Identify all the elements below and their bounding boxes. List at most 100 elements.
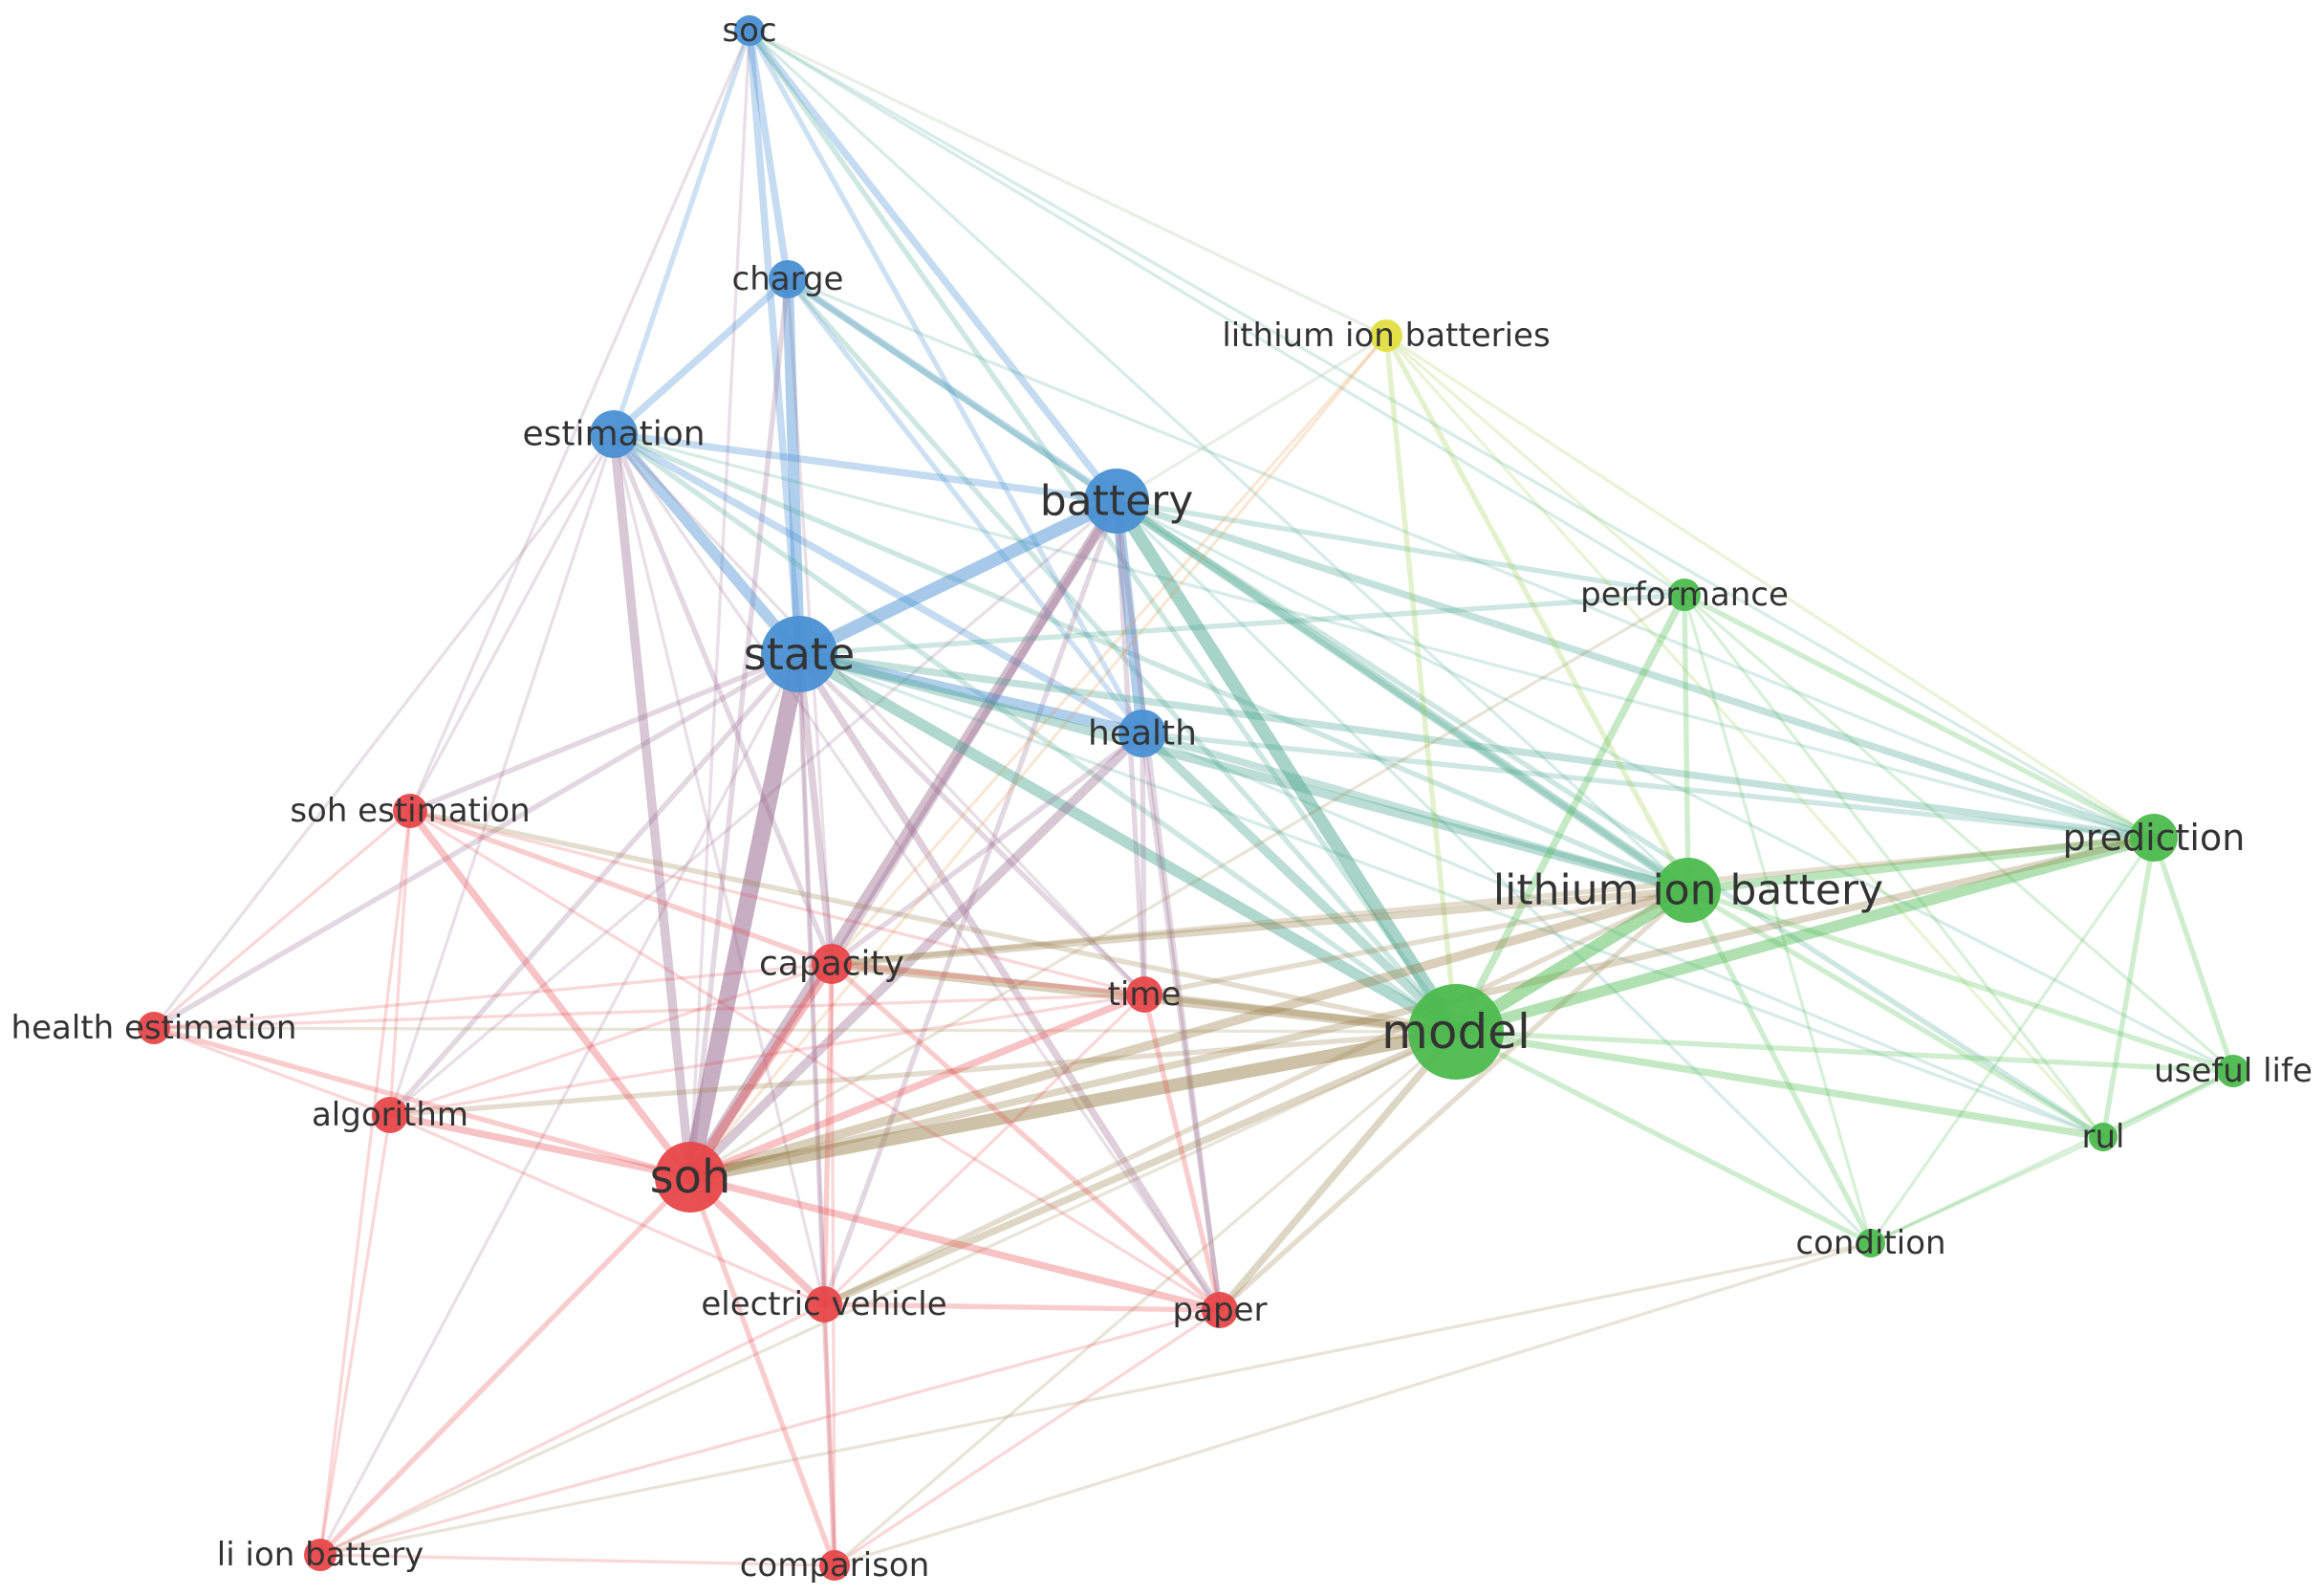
edge-comparison-condition <box>833 1241 1873 1567</box>
edge-battery-lithium-ion-batteries <box>1115 334 1388 503</box>
node-lithium-ion-battery[interactable] <box>1656 858 1721 923</box>
edge-soc-performance <box>748 29 1686 597</box>
edge-soc-state <box>746 27 803 658</box>
edge-lithium-ion-battery-electric-vehicle <box>821 887 1691 1307</box>
node-condition[interactable] <box>1857 1229 1885 1257</box>
edge-performance-prediction <box>1682 592 2157 841</box>
edge-layer <box>151 27 2236 1568</box>
node-electric-vehicle[interactable] <box>806 1286 842 1323</box>
edge-algorithm-li-ion-battery <box>318 1113 392 1557</box>
edge-soh-comparison <box>687 1174 837 1568</box>
edge-charge-estimation <box>610 275 792 438</box>
label-useful-life: useful life <box>2154 1052 2313 1090</box>
node-comparison[interactable] <box>819 1550 850 1581</box>
edge-lithium-ion-battery-time <box>1141 887 1691 997</box>
label-condition: condition <box>1795 1224 1945 1262</box>
edge-charge-soh <box>687 276 791 1180</box>
label-lithium-ion-battery: lithium ion battery <box>1493 866 1883 915</box>
label-charge: charge <box>732 260 844 298</box>
edge-model-condition <box>1453 1029 1874 1246</box>
edge-soh-estimation-health-estimation <box>152 809 412 1030</box>
edge-soh-paper <box>686 1173 1224 1314</box>
edge-capacity-comparison <box>830 962 836 1567</box>
label-lithium-ion-batteries: lithium ion batteries <box>1222 317 1550 355</box>
edge-battery-health <box>1111 495 1148 739</box>
edge-time-algorithm <box>388 993 1146 1117</box>
node-performance[interactable] <box>1668 579 1701 611</box>
node-lithium-ion-batteries[interactable] <box>1370 319 1402 352</box>
edge-lithium-ion-batteries-performance <box>1384 334 1686 597</box>
edge-battery-condition <box>1115 499 1873 1245</box>
node-useful-life[interactable] <box>2217 1055 2249 1087</box>
edge-electric-vehicle-comparison <box>821 1301 837 1568</box>
label-capacity: capacity <box>759 945 904 984</box>
edge-model-useful-life <box>1453 1029 2236 1074</box>
edge-capacity-paper <box>829 961 1223 1313</box>
edge-charge-health <box>785 276 1145 736</box>
edge-paper-comparison <box>833 1308 1222 1567</box>
edge-soc-prediction <box>748 29 2156 840</box>
node-charge[interactable] <box>769 260 807 298</box>
node-health-estimation[interactable] <box>138 1012 170 1044</box>
node-soh-estimation[interactable] <box>393 794 427 828</box>
label-paper: paper <box>1173 1291 1268 1329</box>
edge-lithium-ion-batteries-soh <box>688 334 1388 1179</box>
node-battery[interactable] <box>1084 469 1149 534</box>
edge-prediction-rul <box>2100 835 2157 1140</box>
edge-lithium-ion-batteries-prediction <box>1384 334 2156 840</box>
edge-capacity-electric-vehicle <box>821 961 835 1307</box>
edge-estimation-algorithm <box>388 432 616 1117</box>
edge-state-health-estimation <box>151 651 802 1031</box>
edge-capacity-time <box>829 961 1147 997</box>
edge-electric-vehicle-paper <box>821 1301 1223 1313</box>
label-model: model <box>1381 1004 1531 1060</box>
edge-state-performance <box>796 592 1687 657</box>
node-paper[interactable] <box>1202 1292 1238 1328</box>
node-soh[interactable] <box>655 1142 726 1213</box>
edge-health-paper <box>1140 731 1223 1313</box>
node-model[interactable] <box>1408 984 1504 1080</box>
edge-soh-time <box>686 991 1148 1181</box>
edge-estimation-battery <box>610 430 1120 505</box>
edge-battery-paper <box>1114 498 1223 1313</box>
node-rul[interactable] <box>2089 1123 2118 1151</box>
edge-soc-soh-estimation <box>408 29 751 813</box>
node-capacity[interactable] <box>812 944 852 984</box>
edge-performance-condition <box>1683 593 1873 1245</box>
edge-lithium-ion-batteries-lithium-ion-battery <box>1383 333 1691 893</box>
label-li-ion-battery: li ion battery <box>217 1536 424 1574</box>
edge-lithium-ion-battery-rul <box>1685 887 2106 1140</box>
label-soh-estimation: soh estimation <box>290 792 530 830</box>
edge-estimation-time <box>612 432 1146 996</box>
edge-prediction-capacity <box>829 835 2157 967</box>
edge-model-algorithm <box>387 1029 1459 1118</box>
edge-soc-estimation <box>611 28 752 437</box>
edge-state-comparison <box>797 652 836 1567</box>
edge-charge-model <box>785 276 1459 1035</box>
edge-state-capacity <box>795 650 836 968</box>
label-prediction: prediction <box>2063 817 2246 859</box>
edge-charge-state <box>782 273 805 660</box>
node-time[interactable] <box>1126 976 1162 1013</box>
edge-lithium-ion-batteries-capacity <box>830 334 1388 966</box>
label-electric-vehicle: electric vehicle <box>701 1285 946 1323</box>
node-estimation[interactable] <box>590 410 638 458</box>
node-algorithm[interactable] <box>372 1097 408 1133</box>
edge-soc-battery <box>746 27 1120 505</box>
label-performance: performance <box>1580 576 1789 614</box>
node-health[interactable] <box>1119 710 1166 757</box>
node-state[interactable] <box>761 616 837 692</box>
node-prediction[interactable] <box>2130 814 2178 862</box>
edge-lithium-ion-battery-condition <box>1685 887 1874 1246</box>
edge-lithium-ion-batteries-model <box>1383 333 1459 1035</box>
edge-time-paper <box>1141 992 1223 1313</box>
edge-performance-lithium-ion-battery <box>1682 592 1691 893</box>
label-time: time <box>1108 975 1182 1014</box>
edge-health-estimation-time <box>152 993 1146 1030</box>
edge-performance-rul <box>1683 593 2105 1139</box>
edge-prediction-lithium-ion-battery <box>1683 833 2159 895</box>
edge-battery-prediction <box>1113 497 2158 842</box>
node-li-ion-battery[interactable] <box>304 1539 337 1571</box>
label-state: state <box>744 628 856 680</box>
node-soc[interactable] <box>734 15 765 46</box>
